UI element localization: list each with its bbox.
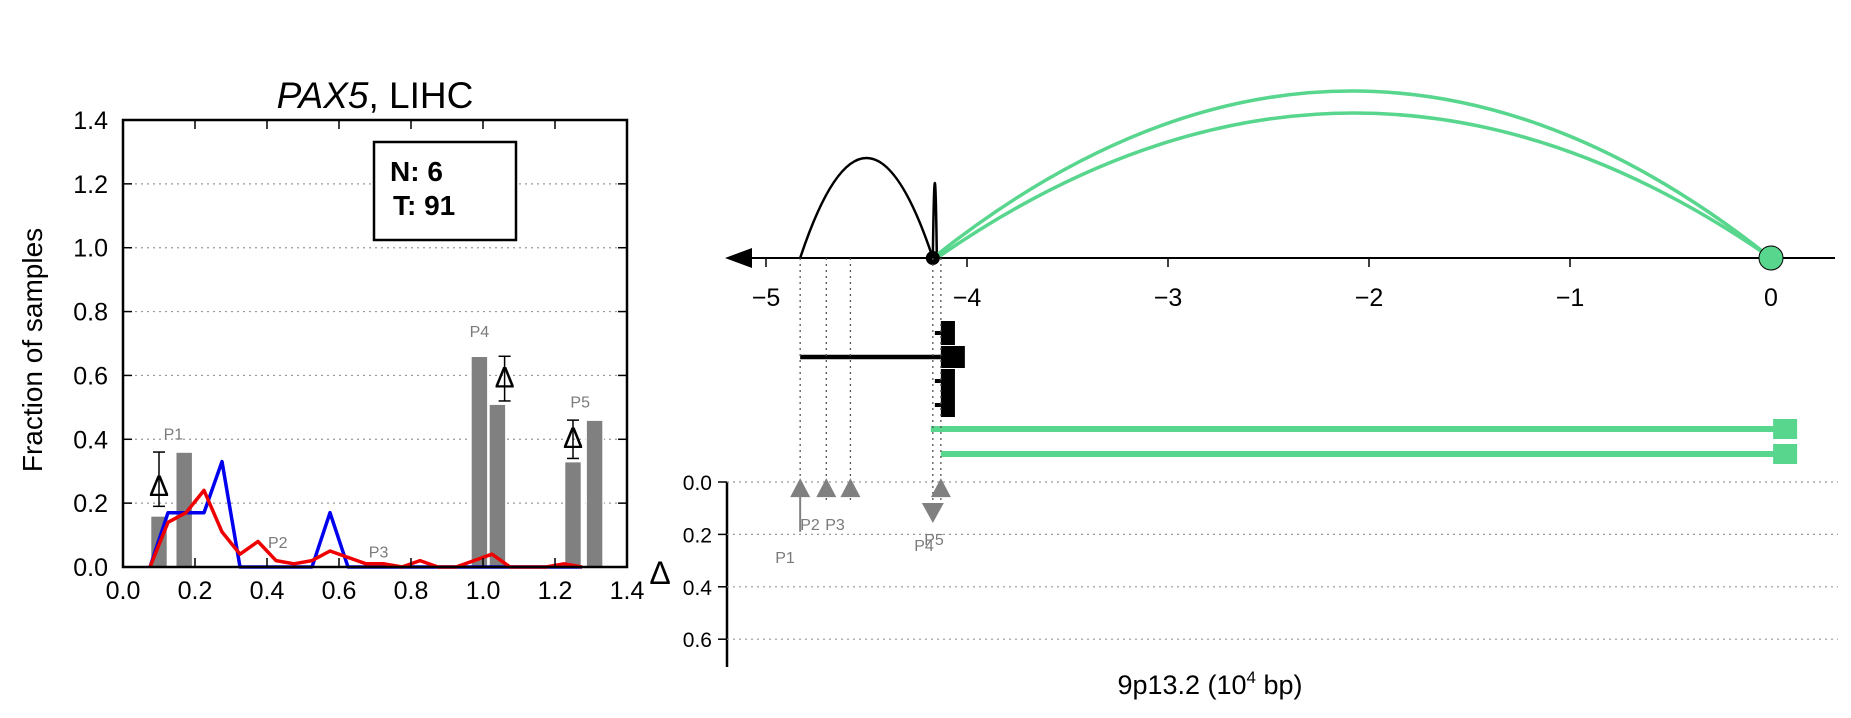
delta-up-marker-icon	[790, 478, 811, 498]
x-tick-label: −2	[1355, 284, 1384, 312]
exon-block	[940, 393, 955, 417]
delta-peak-label: P5	[924, 532, 944, 549]
delta-peak-label: P4	[914, 538, 934, 555]
y-tick-label: 0.0	[683, 472, 712, 495]
splice-arc	[935, 111, 1772, 260]
histogram-bar	[563, 460, 583, 568]
x-tick-label: 1.0	[466, 577, 501, 605]
y-tick-label: 0.4	[73, 426, 108, 454]
x-tick-label: −3	[1154, 284, 1183, 312]
exon-block	[940, 321, 955, 345]
delta-up-marker-icon	[840, 478, 861, 498]
y-tick-label: 0.8	[73, 299, 108, 327]
splice-arc	[798, 157, 935, 259]
x-tick-label: 0	[1764, 284, 1778, 312]
chart-title: PAX5, LIHC	[277, 75, 474, 116]
legend-box: N: 6 T: 91	[372, 140, 518, 242]
delta-peak-label: P2	[800, 517, 820, 534]
delta-axis-label: Δ	[649, 555, 670, 591]
chart-title-cancer: , LIHC	[369, 75, 474, 116]
splice-arcs	[798, 89, 1773, 260]
x-tick-label: 0.6	[322, 577, 357, 605]
y-tick-label: 0.2	[73, 490, 108, 518]
peak-label: P5	[570, 394, 590, 411]
splice-arc	[931, 182, 939, 259]
genomic-axis: −5 −4 −3 −2 −1 0	[725, 245, 1835, 312]
delta-peak-label: P1	[775, 550, 795, 567]
delta-up-marker-icon	[816, 478, 837, 498]
x-tick-label: −4	[953, 284, 982, 312]
x-axis-label-main: 9p13.2 (10	[1117, 670, 1246, 700]
delta-up-marker-icon	[930, 478, 951, 498]
x-axis-label-unit: bp)	[1256, 670, 1303, 700]
axis-ticks: 0.0 0.2 0.4 0.6 0.8 1.0 1.2 1.4 0.0 0.2 0.4 0.6 0.8 1…	[73, 107, 644, 605]
histogram-bar	[585, 419, 604, 568]
peak-labels: P1 P2 P3 P4 P5	[164, 324, 590, 561]
exon-block	[1773, 419, 1798, 439]
exon-block	[1773, 444, 1798, 464]
fraction-chart: PAX5, LIHC Fraction of samples ΔΔΔ P1P2P…	[17, 75, 644, 605]
x-tick-label: 0.4	[250, 577, 285, 605]
peak-label: P4	[470, 324, 490, 341]
y-tick-label: 0.2	[683, 524, 712, 547]
legend-normal-count: N: 6	[390, 156, 443, 187]
axis-arrow-icon	[725, 248, 752, 268]
y-tick-label: 0.0	[73, 554, 108, 582]
y-tick-label: 1.2	[73, 171, 108, 199]
anchor-node	[1758, 245, 1784, 271]
legend-frame	[372, 140, 518, 242]
splice-arc	[931, 89, 1773, 260]
histogram-bar	[488, 403, 507, 568]
delta-marker: Δ	[563, 422, 583, 455]
x-tick-label: 0.2	[178, 577, 213, 605]
x-tick-label: 1.2	[538, 577, 573, 605]
delta-marker: Δ	[495, 361, 515, 394]
chart-title-gene: PAX5	[277, 75, 369, 116]
peak-label: P2	[268, 535, 288, 552]
x-axis-label-exponent: 4	[1247, 668, 1256, 687]
transcript-tracks	[800, 321, 1798, 464]
histogram-bar	[470, 355, 489, 568]
delta-peak-label: P3	[825, 517, 845, 534]
y-tick-label: 0.4	[683, 577, 713, 600]
x-tick-label: 1.4	[610, 577, 645, 605]
y-axis-label: Fraction of samples	[17, 228, 48, 472]
x-tick-label: −5	[752, 284, 781, 312]
plot-frame	[121, 118, 629, 569]
histogram-bars	[149, 355, 604, 568]
exon-block	[940, 346, 965, 368]
x-axis-label: 9p13.2 (104 bp)	[1117, 668, 1302, 700]
x-tick-label: −1	[1556, 284, 1585, 312]
y-tick-label: 1.4	[73, 107, 108, 135]
exon-block	[940, 369, 955, 393]
peak-label: P1	[164, 426, 184, 443]
delta-down-marker-icon	[921, 502, 944, 523]
peak-label: P3	[369, 544, 389, 561]
delta-marker: Δ	[149, 470, 169, 503]
y-tick-label: 0.6	[683, 629, 712, 652]
x-tick-label: 0.0	[106, 577, 141, 605]
density-lines	[148, 459, 583, 569]
x-tick-label: 0.8	[394, 577, 429, 605]
legend-tumor-count: T: 91	[393, 190, 455, 221]
y-tick-label: 0.6	[73, 362, 108, 390]
series-line-t	[148, 488, 583, 569]
delta-markers: Δ Δ Δ	[149, 355, 583, 508]
y-tick-label: 1.0	[73, 235, 108, 263]
